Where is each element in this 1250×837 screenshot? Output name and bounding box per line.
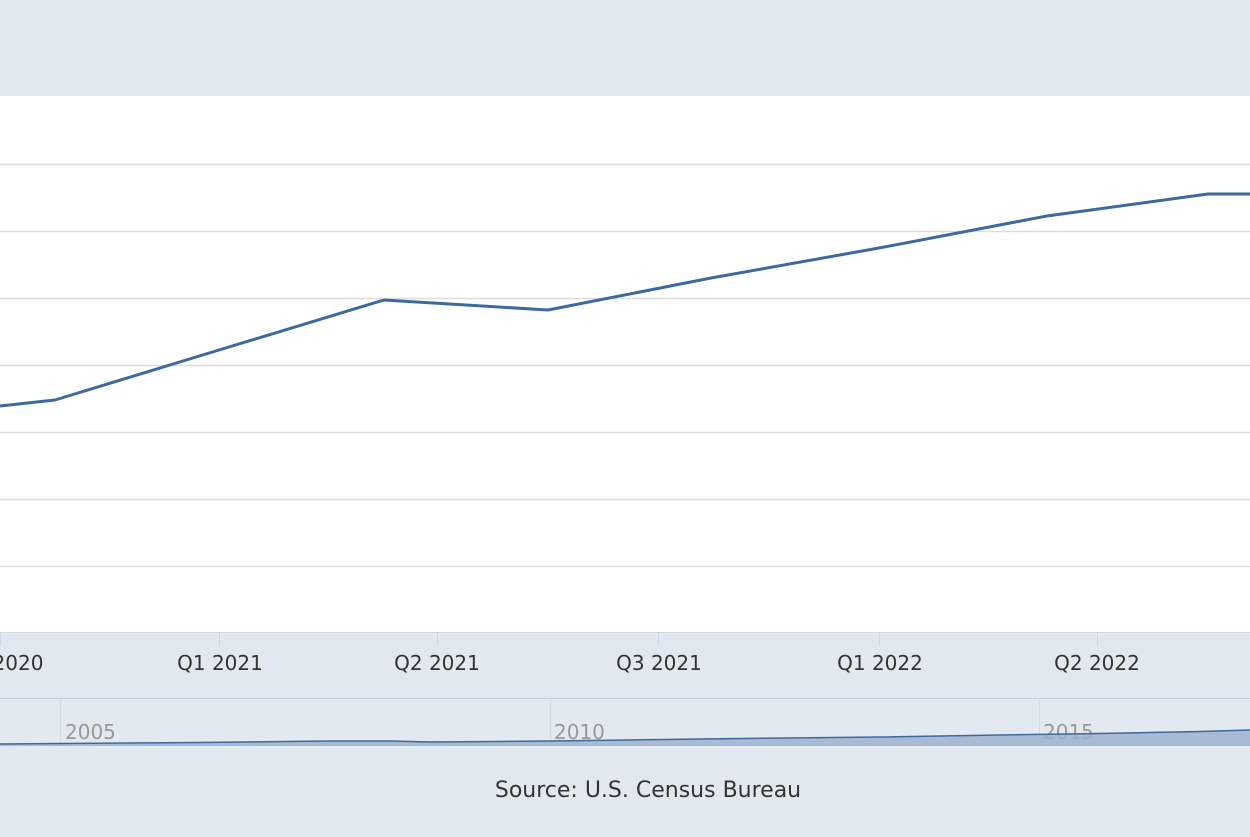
plot-area <box>0 96 1250 632</box>
series-line <box>0 192 1250 408</box>
navigator-label-0: 2005 <box>65 720 116 744</box>
navigator-series-line <box>0 729 1250 745</box>
source-label: Source: U.S. Census Bureau <box>494 778 802 803</box>
navigator[interactable]: 2005 2010 2015 <box>0 699 1250 746</box>
x-tick-label-2: Q2 2021 <box>394 651 480 675</box>
x-tick-label-5: Q2 2022 <box>1054 651 1140 675</box>
grid-lines <box>0 163 1250 568</box>
x-tick-label-1: Q1 2021 <box>177 651 263 675</box>
series-layer <box>0 192 1250 408</box>
x-tick-label-3: Q3 2021 <box>616 651 702 675</box>
x-tick-label-0: 2020 <box>0 651 43 675</box>
x-axis-ticks <box>0 632 1098 646</box>
navigator-series-area <box>0 730 1250 746</box>
x-axis-labels: 2020 Q1 2021 Q2 2021 Q3 2021 Q1 2022 Q2 2022 <box>0 651 1140 675</box>
x-tick-label-4: Q1 2022 <box>837 651 923 675</box>
